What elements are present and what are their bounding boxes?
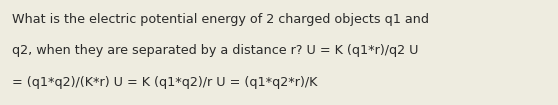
Text: = (q1*q2)/(K*r) U = K (q1*q2)/r U = (q1*q2*r)/K: = (q1*q2)/(K*r) U = K (q1*q2)/r U = (q1*… xyxy=(12,76,318,89)
Text: q2, when they are separated by a distance r? U = K (q1*r)/q2 U: q2, when they are separated by a distanc… xyxy=(12,44,418,57)
Text: What is the electric potential energy of 2 charged objects q1 and: What is the electric potential energy of… xyxy=(12,13,429,26)
